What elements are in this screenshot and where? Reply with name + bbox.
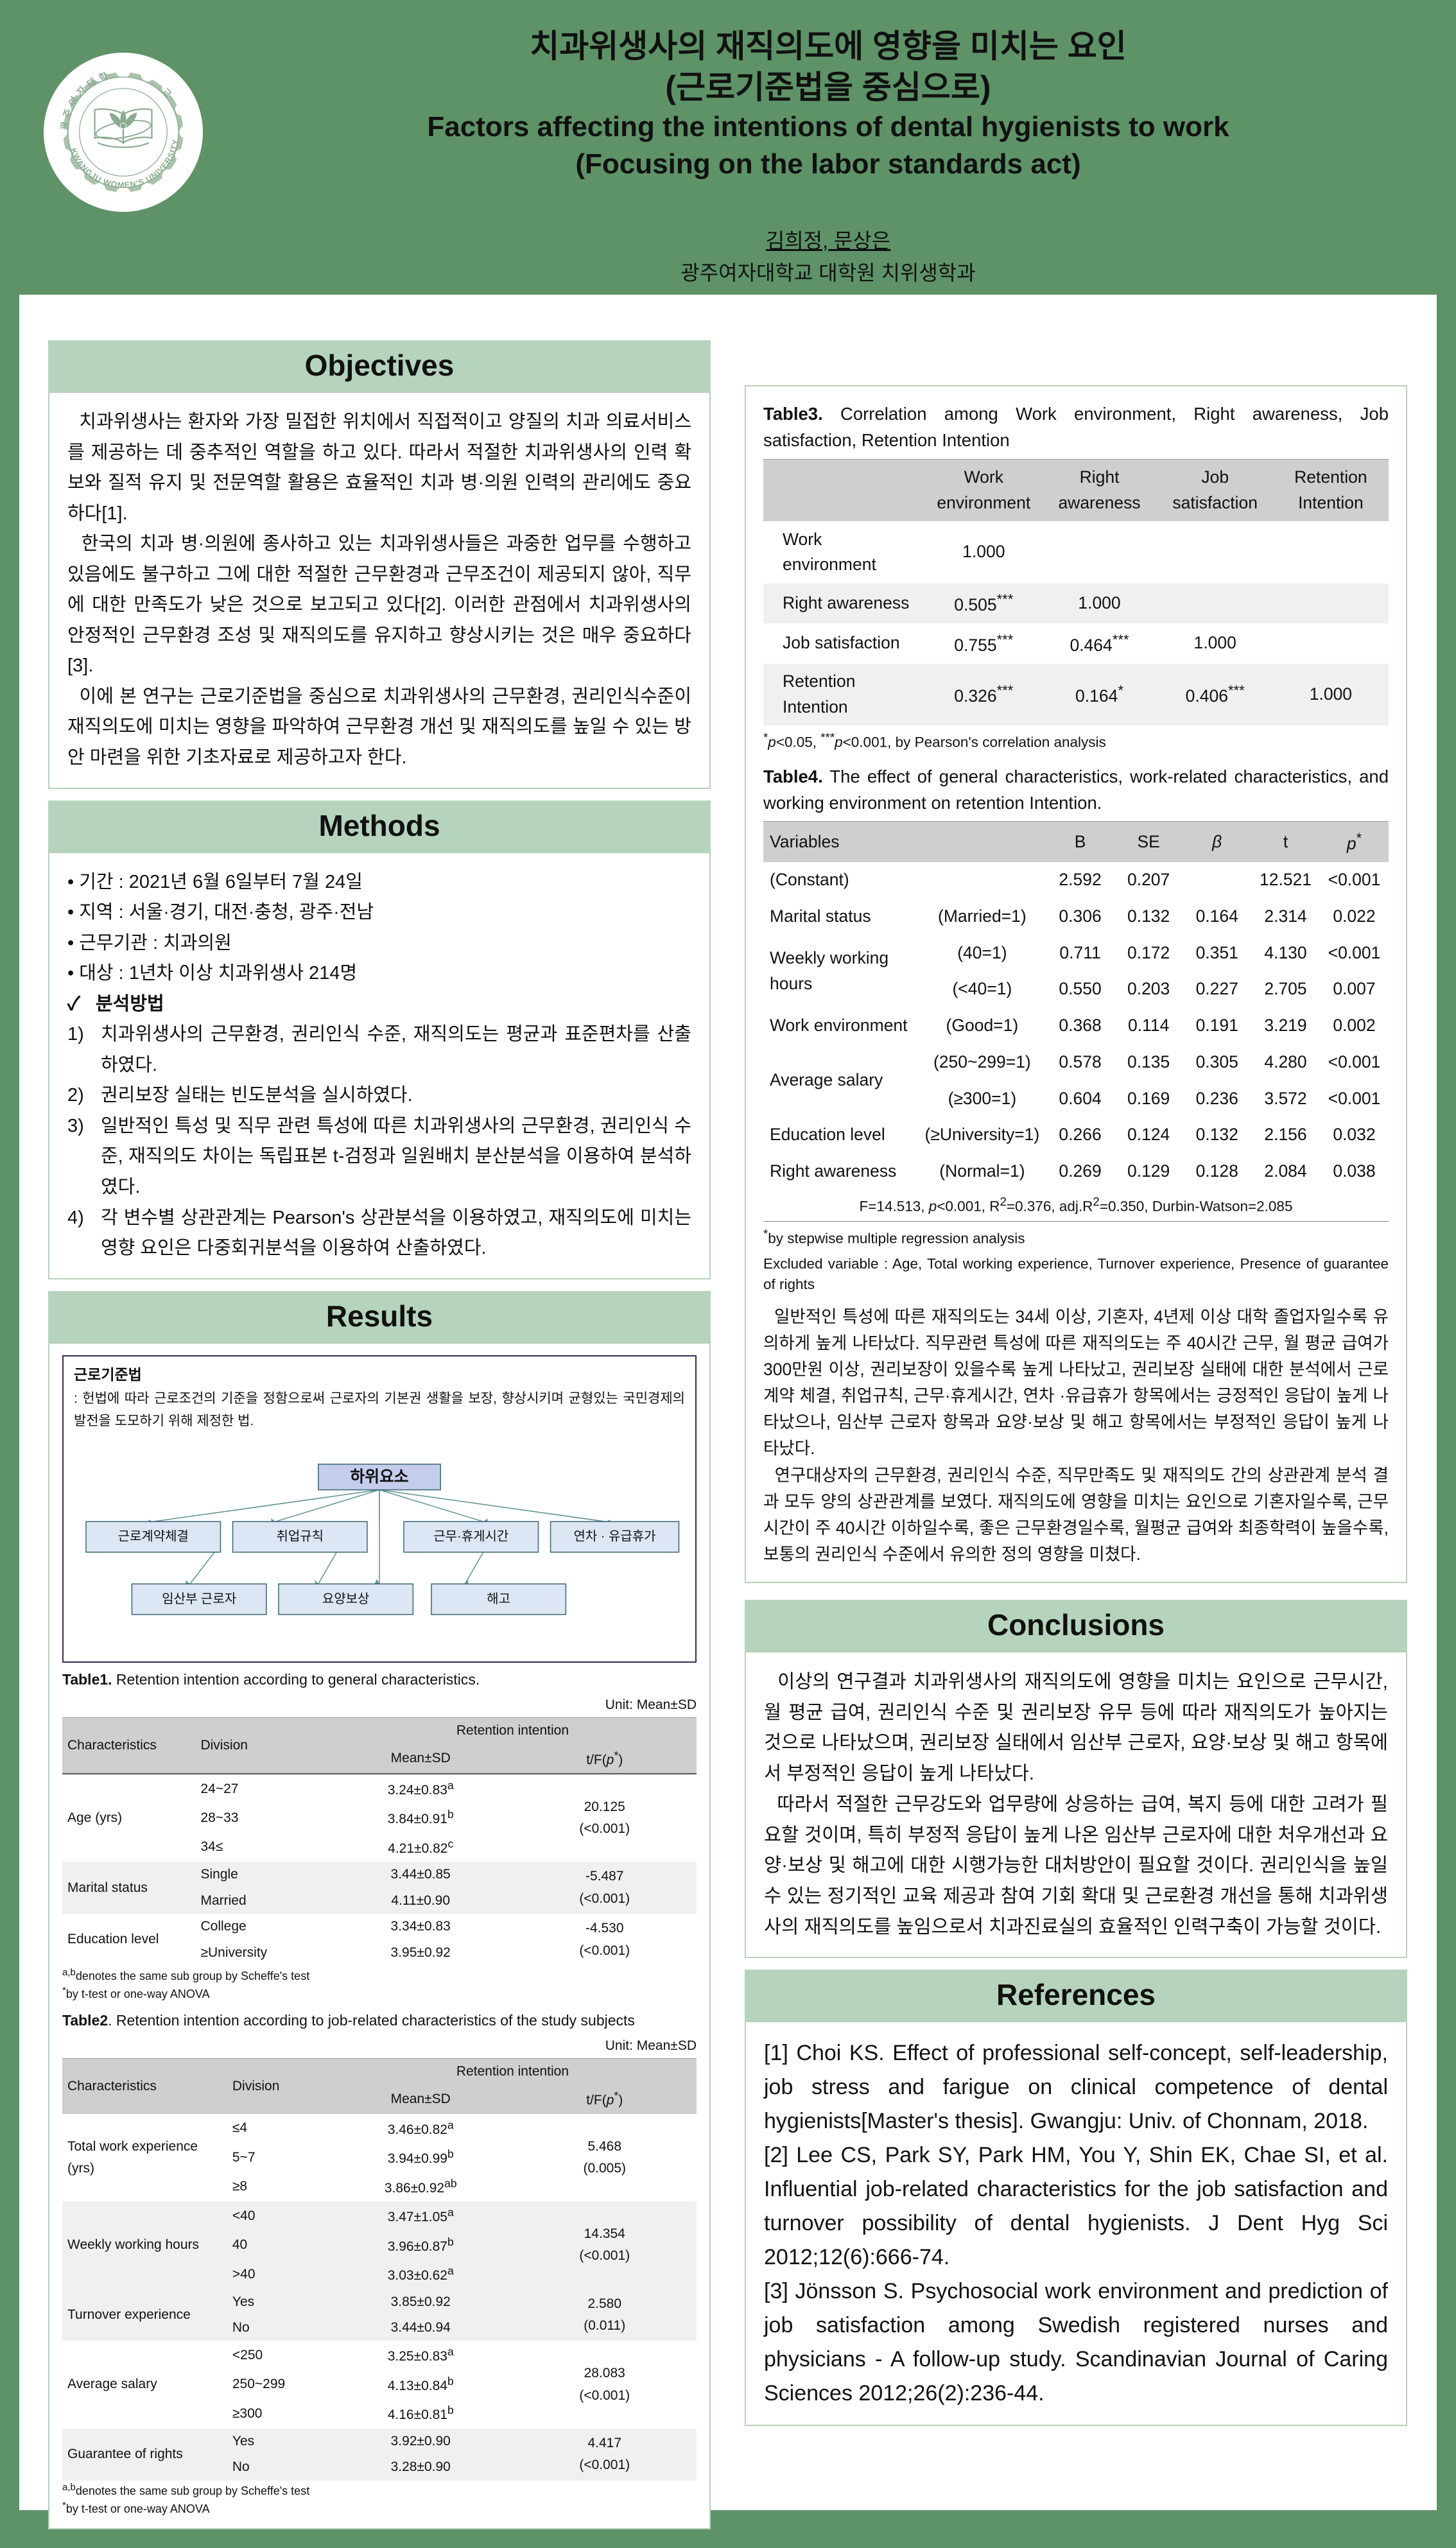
svg-text:근로계약체결: 근로계약체결 [118, 1529, 189, 1544]
svg-text:하위요소: 하위요소 [350, 1468, 408, 1486]
svg-text:근무·휴게시간: 근무·휴게시간 [433, 1529, 508, 1544]
svg-text:해고: 해고 [487, 1591, 510, 1606]
svg-text:임산부 근로자: 임산부 근로자 [162, 1591, 236, 1606]
svg-text:연차 · 유급휴가: 연차 · 유급휴가 [573, 1529, 655, 1544]
svg-text:취업규칙: 취업규칙 [276, 1529, 324, 1544]
svg-text:요양보상: 요양보상 [322, 1591, 370, 1606]
